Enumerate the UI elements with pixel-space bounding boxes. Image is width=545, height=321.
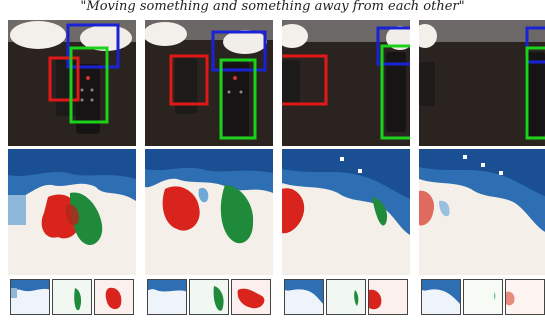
green-map-thumb-3 (326, 279, 366, 315)
frame-column-1 (8, 20, 136, 321)
red-map-thumb-3 (368, 279, 408, 315)
red-map-thumb-4 (505, 279, 545, 315)
video-frame-4 (419, 20, 545, 146)
green-map-thumb-2 (189, 279, 229, 315)
attention-heatmap-1 (8, 149, 136, 275)
frame-column-4 (419, 20, 545, 321)
blue-map-thumb-4 (421, 279, 461, 315)
frame-column-3 (282, 20, 410, 321)
thumbnail-row-2 (145, 279, 273, 315)
attention-heatmap-2 (145, 149, 273, 275)
figure-caption: "Moving something and something away fro… (80, 0, 465, 14)
blue-map-thumb-3 (284, 279, 324, 315)
red-map-thumb-2 (231, 279, 271, 315)
green-map-thumb-1 (52, 279, 92, 315)
red-map-thumb-1 (94, 279, 134, 315)
green-map-thumb-4 (463, 279, 503, 315)
frame-column-2 (145, 20, 273, 321)
video-frame-3 (282, 20, 410, 146)
blue-map-thumb-2 (147, 279, 187, 315)
attention-heatmap-4 (419, 149, 545, 275)
thumbnail-row-3 (282, 279, 410, 315)
attention-heatmap-3 (282, 149, 410, 275)
thumbnail-row-4 (419, 279, 545, 315)
video-frame-2 (145, 20, 273, 146)
video-frame-1 (8, 20, 136, 146)
thumbnail-row-1 (8, 279, 136, 315)
blue-map-thumb-1 (10, 279, 50, 315)
